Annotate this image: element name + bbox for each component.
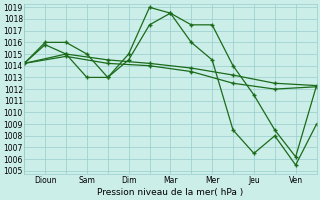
X-axis label: Pression niveau de la mer( hPa ): Pression niveau de la mer( hPa ) [97, 188, 244, 197]
